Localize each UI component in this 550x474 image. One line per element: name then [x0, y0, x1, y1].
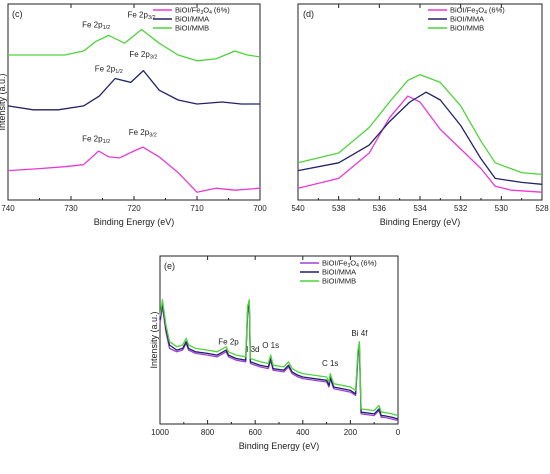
x-tick-label: 538: [332, 204, 346, 213]
peak-annotation: Fe 2p3/2: [129, 128, 157, 139]
legend-text: O: [203, 6, 209, 15]
series-line-0: [297, 95, 543, 193]
legend-sub: 3: [475, 10, 478, 16]
peak-annotation: Fe 2p3/2: [127, 11, 155, 22]
legend-sub: 4: [484, 10, 487, 16]
legend-text: BiOI/MMA: [450, 15, 484, 24]
series-line-1: [7, 69, 260, 111]
peak-annotation: Fe 2p1/2: [82, 134, 110, 145]
annotation-sub: 1/2: [103, 25, 111, 31]
annotation-main: Fe 2p: [82, 20, 103, 29]
legend-sub: 4: [356, 263, 359, 269]
peak-annotation: Fe 2p: [218, 337, 239, 346]
legend-text: BiOI/Fe: [450, 6, 475, 15]
annotation-main: Fe 2p: [129, 50, 150, 59]
peak-annotation: Fe 2p3/2: [129, 50, 157, 61]
legend-sub: 4: [209, 10, 212, 16]
annotation-main: Bi 4f: [351, 329, 368, 338]
x-tick-label: 700: [253, 204, 267, 213]
panel-e-xps-survey: 1000 800 600 400 200 0 Binding Energy (eV) Inte…: [149, 255, 401, 451]
annotation-main: C 1s: [322, 359, 338, 368]
series-line-0: [7, 146, 261, 193]
panel-label: (e): [164, 261, 175, 271]
legend-text: (6%): [487, 6, 505, 15]
peak-annotation: I 3d: [246, 345, 259, 354]
legend-entry-0: BiOI/Fe3O4 (6%): [322, 259, 377, 270]
series-line-2: [159, 299, 399, 417]
legend-entry-1: BiOI/MMA: [322, 268, 356, 277]
legend-sub: 3: [347, 263, 350, 269]
x-tick-label: 1000: [151, 428, 169, 437]
legend-entry-0: BiOI/Fe3O4 (6%): [175, 6, 230, 17]
annotation-sub: 3/2: [148, 15, 156, 21]
series-line-1: [297, 91, 543, 185]
annotation-main: Fe 2p: [129, 128, 150, 137]
x-tick-label: 532: [454, 204, 468, 213]
legend-entry-1: BiOI/MMA: [175, 15, 209, 24]
x-tick-label: 800: [201, 428, 215, 437]
annotation-sub: 1/2: [115, 69, 123, 75]
annotation-main: Fe 2p: [127, 11, 148, 20]
x-tick-label: 710: [190, 204, 204, 213]
legend-text: O: [478, 6, 484, 15]
y-axis-label: Intensity (a.u.): [0, 73, 7, 130]
x-axis-label: Binding Energy (eV): [380, 217, 461, 227]
legend-entry-1: BiOI/MMA: [450, 15, 484, 24]
y-axis-label: Intensity (a.u.): [149, 311, 159, 368]
legend-text: BiOI/MMB: [322, 277, 356, 286]
series-line-1: [159, 302, 399, 420]
annotation-main: I 3d: [246, 345, 259, 354]
legend-text: BiOI/Fe: [175, 6, 200, 15]
annotation-main: Fe 2p: [218, 337, 239, 346]
legend-text: BiOI/MMA: [175, 15, 209, 24]
x-tick-label: 540: [291, 204, 305, 213]
series-line-0: [159, 305, 399, 422]
legend-text: BiOI/MMA: [322, 268, 356, 277]
peak-annotation: Bi 4f: [351, 329, 368, 338]
x-axis-label: Binding Energy (eV): [94, 217, 175, 227]
x-tick-label: 200: [344, 428, 358, 437]
panel-label: (c): [12, 9, 23, 19]
panel-d-xps-o1s: 540 538 536 534 532 530 528 Binding Energy (eV)…: [291, 3, 549, 227]
annotation-sub: 1/2: [103, 139, 111, 145]
series-line-2: [8, 28, 261, 62]
panel-c-xps-fe2p: 740 730 720 710 700 Binding Energy (eV) Intens…: [0, 3, 267, 227]
legend-text: (6%): [359, 259, 377, 268]
annotation-sub: 3/2: [149, 133, 157, 139]
legend-entry-2: BiOI/MMB: [450, 24, 484, 33]
legend-text: BiOI/MMB: [175, 24, 209, 33]
x-axis-label: Binding Energy (eV): [239, 441, 320, 451]
x-tick-label: 528: [535, 204, 549, 213]
peak-annotation: Fe 2p1/2: [82, 20, 110, 31]
peak-annotation: O 1s: [262, 341, 279, 350]
legend-text: O: [350, 259, 356, 268]
legend-text: BiOI/Fe: [322, 259, 347, 268]
annotation-main: O 1s: [262, 341, 279, 350]
x-tick-label: 740: [1, 204, 15, 213]
peak-annotation: Fe 2p1/2: [95, 65, 123, 76]
panel-label: (d): [303, 9, 314, 19]
x-tick-label: 534: [413, 204, 427, 213]
x-tick-label: 400: [296, 428, 310, 437]
annotation-main: Fe 2p: [95, 65, 116, 74]
series-line-2: [297, 73, 543, 176]
x-tick-label: 0: [396, 428, 401, 437]
legend-text: BiOI/MMB: [450, 24, 484, 33]
legend-sub: 3: [200, 10, 203, 16]
x-tick-label: 530: [495, 204, 509, 213]
peak-annotation: C 1s: [322, 359, 338, 368]
legend-entry-2: BiOI/MMB: [175, 24, 209, 33]
legend-entry-0: BiOI/Fe3O4 (6%): [450, 6, 505, 17]
x-tick-label: 720: [127, 204, 141, 213]
legend-text: (6%): [212, 6, 230, 15]
x-tick-label: 600: [249, 428, 263, 437]
x-tick-label: 536: [373, 204, 387, 213]
legend-entry-2: BiOI/MMB: [322, 277, 356, 286]
annotation-sub: 3/2: [150, 54, 158, 60]
x-tick-label: 730: [64, 204, 78, 213]
annotation-main: Fe 2p: [82, 134, 103, 143]
